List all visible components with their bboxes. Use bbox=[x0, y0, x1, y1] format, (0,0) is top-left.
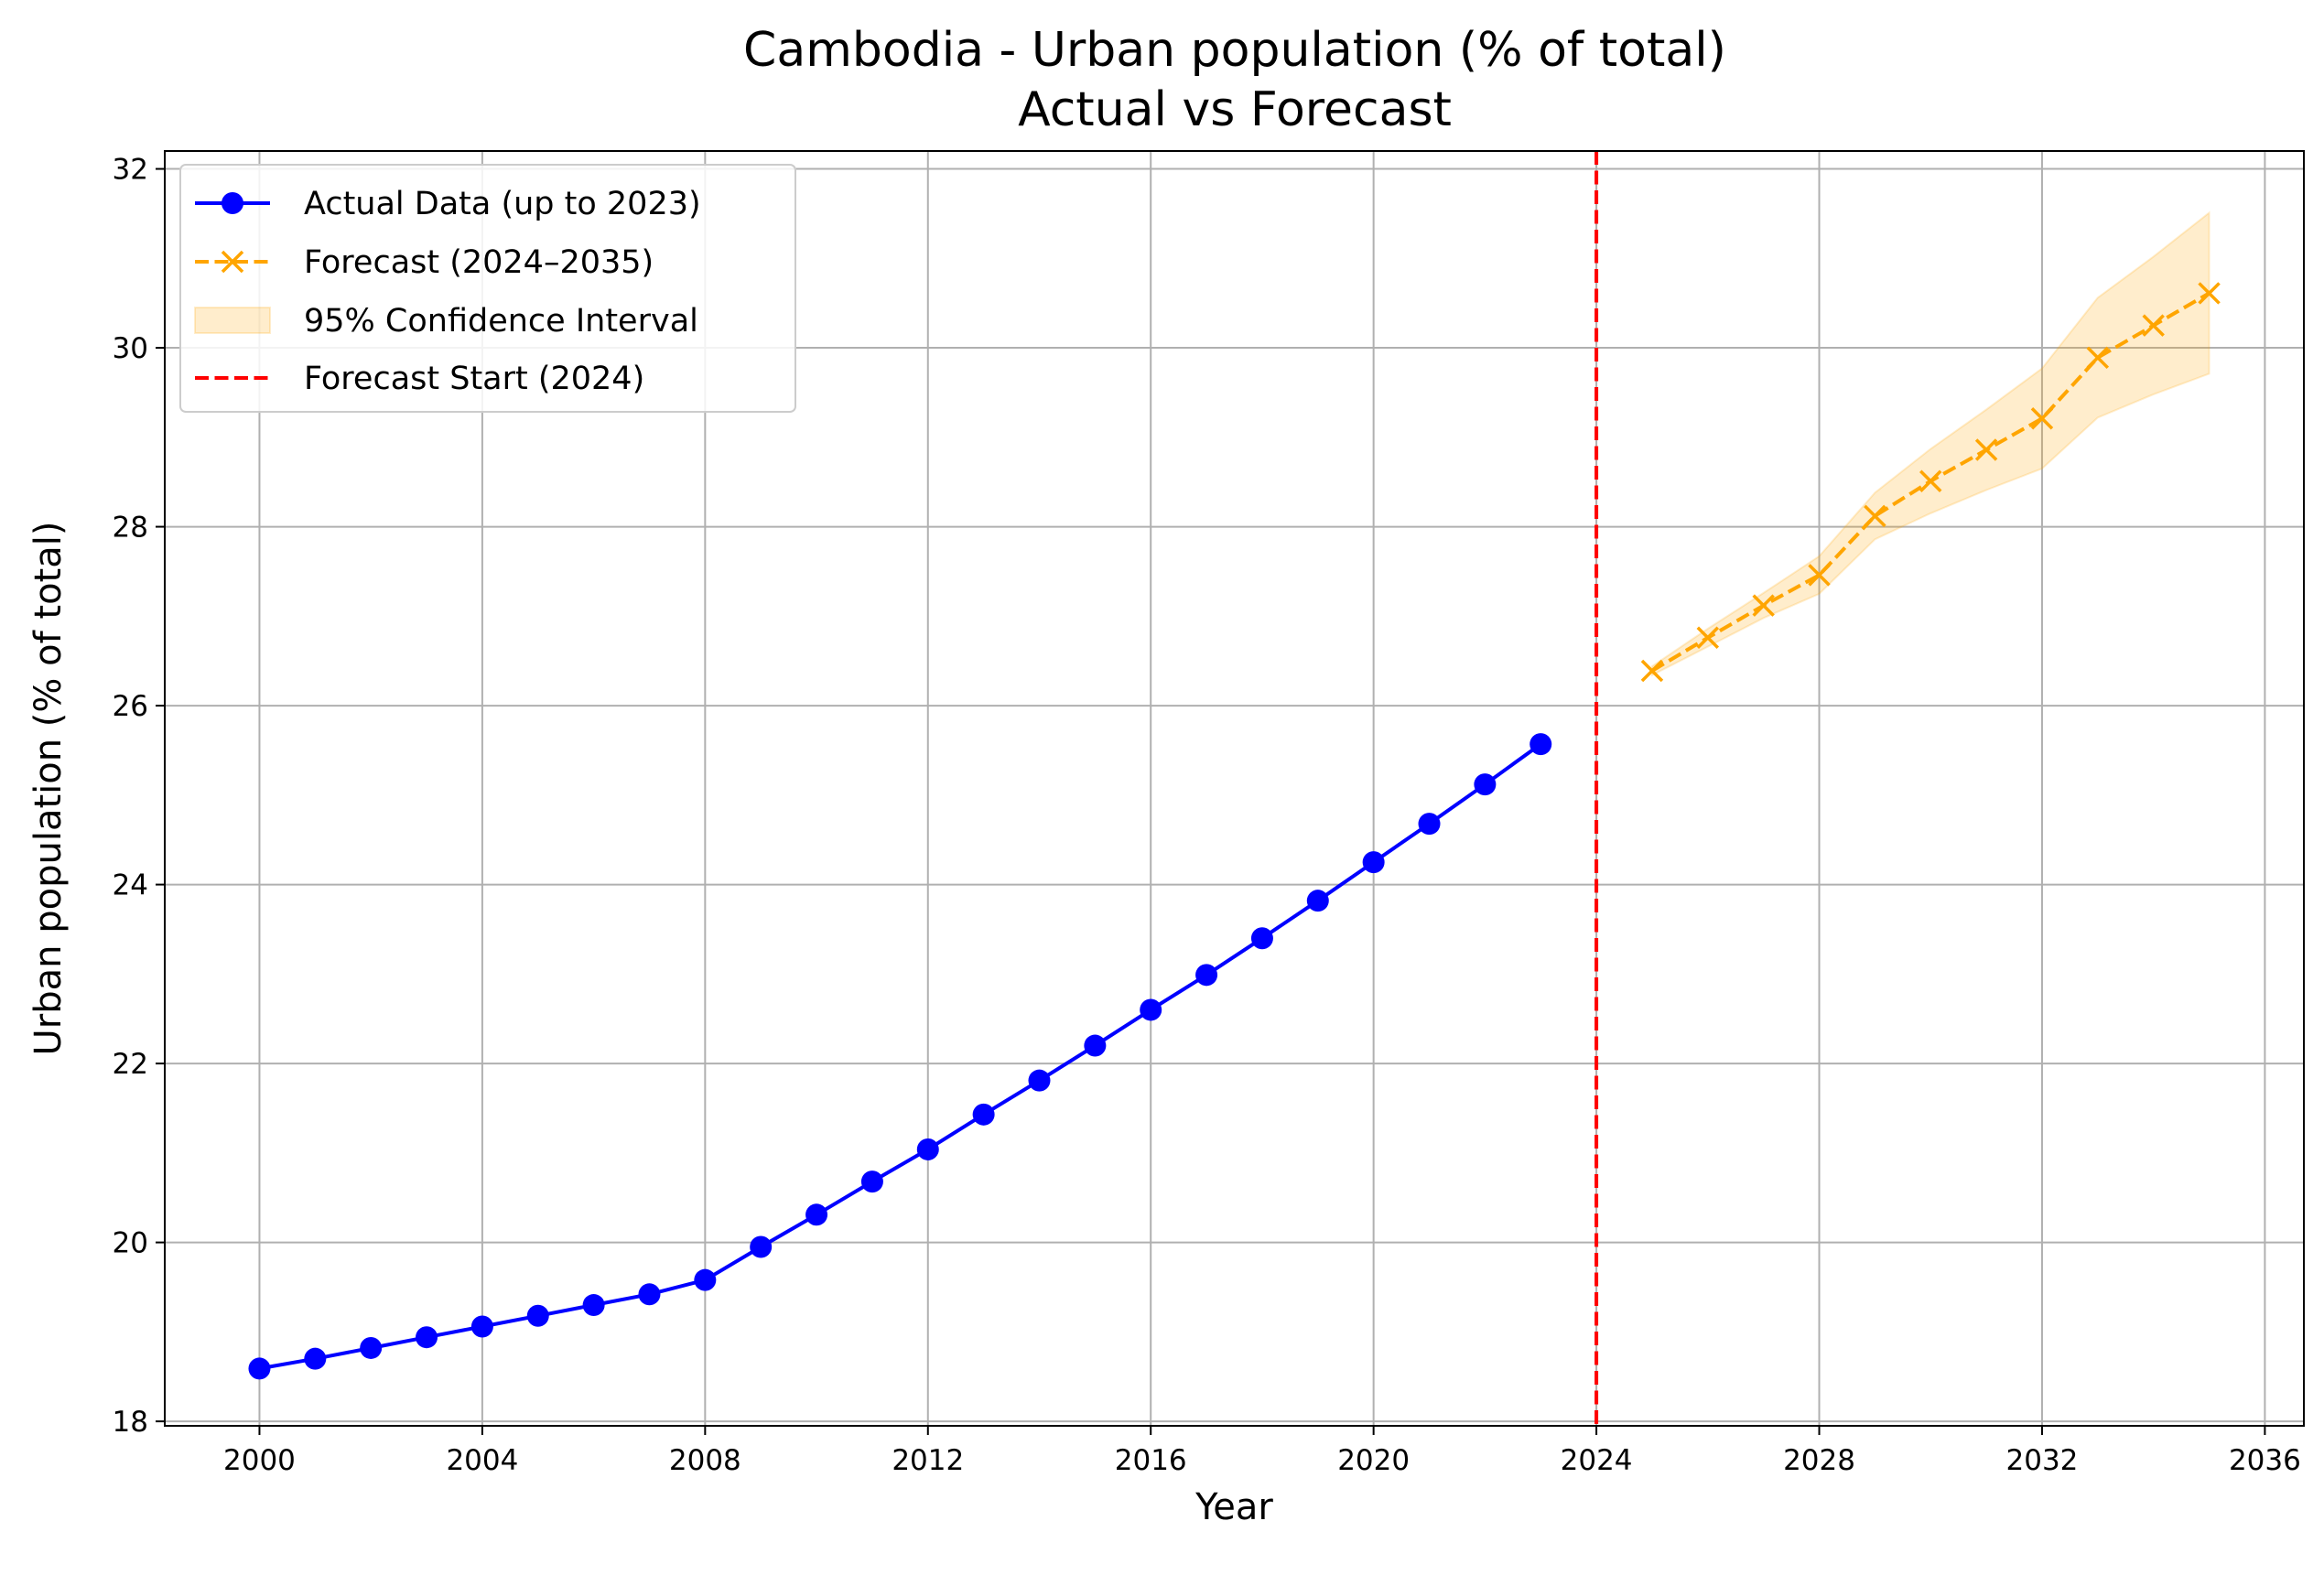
forecast-series bbox=[1640, 282, 2221, 683]
actual-point bbox=[972, 1103, 995, 1126]
actual-point bbox=[1140, 998, 1162, 1021]
forecast-point bbox=[2030, 407, 2054, 430]
forecast-marker-stroke bbox=[1864, 504, 1886, 528]
actual-point bbox=[638, 1283, 661, 1306]
actual-point bbox=[1306, 890, 1329, 912]
x-tick-label: 2020 bbox=[1337, 1444, 1410, 1477]
x-axis-title: Year bbox=[1194, 1486, 1273, 1528]
actual-point bbox=[750, 1235, 773, 1258]
y-tick-label: 32 bbox=[113, 154, 148, 187]
legend-label: Actual Data (up to 2023) bbox=[304, 186, 701, 222]
forecast-marker-stroke bbox=[2142, 314, 2165, 337]
legend-box bbox=[179, 164, 796, 413]
x-tick-label: 2016 bbox=[1115, 1444, 1187, 1477]
x-tick-label: 2024 bbox=[1561, 1444, 1633, 1477]
actual-point bbox=[1028, 1069, 1051, 1092]
y-axis: 18 20 22 24 26 28 30 32 bbox=[113, 154, 165, 1439]
x-tick-label: 2028 bbox=[1783, 1444, 1855, 1477]
actual-point bbox=[1250, 927, 1273, 950]
chart-title-line: Actual vs Forecast bbox=[1018, 82, 1452, 137]
chart-title-line: Cambodia - Urban population (% of total) bbox=[743, 23, 1726, 78]
y-tick-label: 18 bbox=[113, 1406, 148, 1439]
forecast-point bbox=[2198, 282, 2221, 305]
forecast-marker-stroke bbox=[2198, 282, 2221, 305]
actual-point bbox=[360, 1336, 383, 1359]
actual-point bbox=[1474, 773, 1497, 796]
forecast-marker-stroke bbox=[1974, 438, 1998, 461]
actual-point bbox=[805, 1203, 828, 1226]
y-tick-label: 24 bbox=[113, 869, 148, 902]
actual-point bbox=[1530, 733, 1552, 756]
actual-point bbox=[860, 1170, 883, 1193]
legend-label: Forecast Start (2024) bbox=[304, 361, 644, 397]
y-tick-label: 20 bbox=[113, 1227, 148, 1260]
y-tick-label: 22 bbox=[113, 1048, 148, 1081]
x-axis: 2000 2004 2008 2012 2016 2020 2024 2028 2032 2036 bbox=[223, 1426, 2301, 1477]
forecast-marker-stroke bbox=[2030, 407, 2054, 430]
series bbox=[248, 282, 2221, 1380]
actual-point bbox=[582, 1294, 605, 1317]
forecast-point bbox=[1919, 469, 1942, 492]
x-tick-label: 2012 bbox=[892, 1444, 964, 1477]
y-tick-label: 26 bbox=[113, 690, 148, 723]
y-axis-title: Urban population (% of total) bbox=[27, 522, 70, 1056]
axis-titles: Year Urban population (% of total) bbox=[27, 522, 1273, 1528]
x-tick-label: 2004 bbox=[446, 1444, 518, 1477]
forecast-point bbox=[1808, 564, 1831, 587]
forecast-point bbox=[1864, 504, 1886, 528]
forecast-point bbox=[2086, 346, 2110, 370]
x-tick-label: 2036 bbox=[2229, 1444, 2301, 1477]
plot-frame bbox=[164, 150, 2305, 1427]
confidence-band bbox=[1650, 210, 2211, 677]
forecast-point bbox=[1752, 594, 1775, 617]
actual-point bbox=[694, 1268, 717, 1291]
forecast-marker-stroke bbox=[2086, 346, 2110, 370]
forecast-marker-stroke bbox=[1696, 626, 1720, 650]
legend-forecast-marker bbox=[221, 250, 244, 274]
legend-entry: Forecast (2024–2035) bbox=[195, 244, 654, 281]
x-tick-label: 2032 bbox=[2006, 1444, 2079, 1477]
actual-point bbox=[304, 1347, 327, 1370]
actual-point bbox=[916, 1138, 939, 1160]
legend-label: 95% Confidence Interval bbox=[304, 303, 698, 340]
confidence-interval bbox=[1650, 210, 2211, 677]
actual-point bbox=[526, 1304, 549, 1327]
forecast-marker-stroke bbox=[1640, 659, 1664, 683]
actual-point bbox=[470, 1315, 493, 1338]
actual-point bbox=[1362, 851, 1385, 874]
actual-point bbox=[1084, 1034, 1107, 1057]
actual-series bbox=[248, 733, 1552, 1380]
x-tick-label: 2008 bbox=[669, 1444, 741, 1477]
forecast-marker-stroke bbox=[1808, 564, 1831, 587]
plot-frame-rect bbox=[164, 150, 2305, 1427]
actual-point bbox=[1195, 964, 1218, 987]
legend-label: Forecast (2024–2035) bbox=[304, 244, 654, 281]
legend-entry: 95% Confidence Interval bbox=[194, 303, 698, 340]
legend-entry: Actual Data (up to 2023) bbox=[195, 186, 701, 222]
legend-entry: Forecast Start (2024) bbox=[195, 361, 644, 397]
legend-actual-marker bbox=[222, 192, 243, 214]
chart-title: Cambodia - Urban population (% of total)… bbox=[743, 23, 1726, 137]
x-tick-label: 2000 bbox=[223, 1444, 296, 1477]
forecast-point bbox=[2142, 314, 2165, 337]
forecast-point bbox=[1696, 626, 1720, 650]
y-tick-label: 28 bbox=[113, 512, 148, 545]
legend-ci-swatch bbox=[194, 307, 271, 334]
actual-point bbox=[1418, 813, 1441, 836]
forecast-marker-stroke bbox=[1919, 469, 1942, 492]
forecast-point bbox=[1974, 438, 1998, 461]
legend: Actual Data (up to 2023) Forecast (2024–2… bbox=[179, 164, 796, 413]
forecast-point bbox=[1640, 659, 1664, 683]
actual-point bbox=[248, 1357, 271, 1380]
forecast-marker-stroke bbox=[1752, 594, 1775, 617]
actual-point bbox=[416, 1326, 438, 1349]
y-tick-label: 30 bbox=[113, 332, 148, 365]
